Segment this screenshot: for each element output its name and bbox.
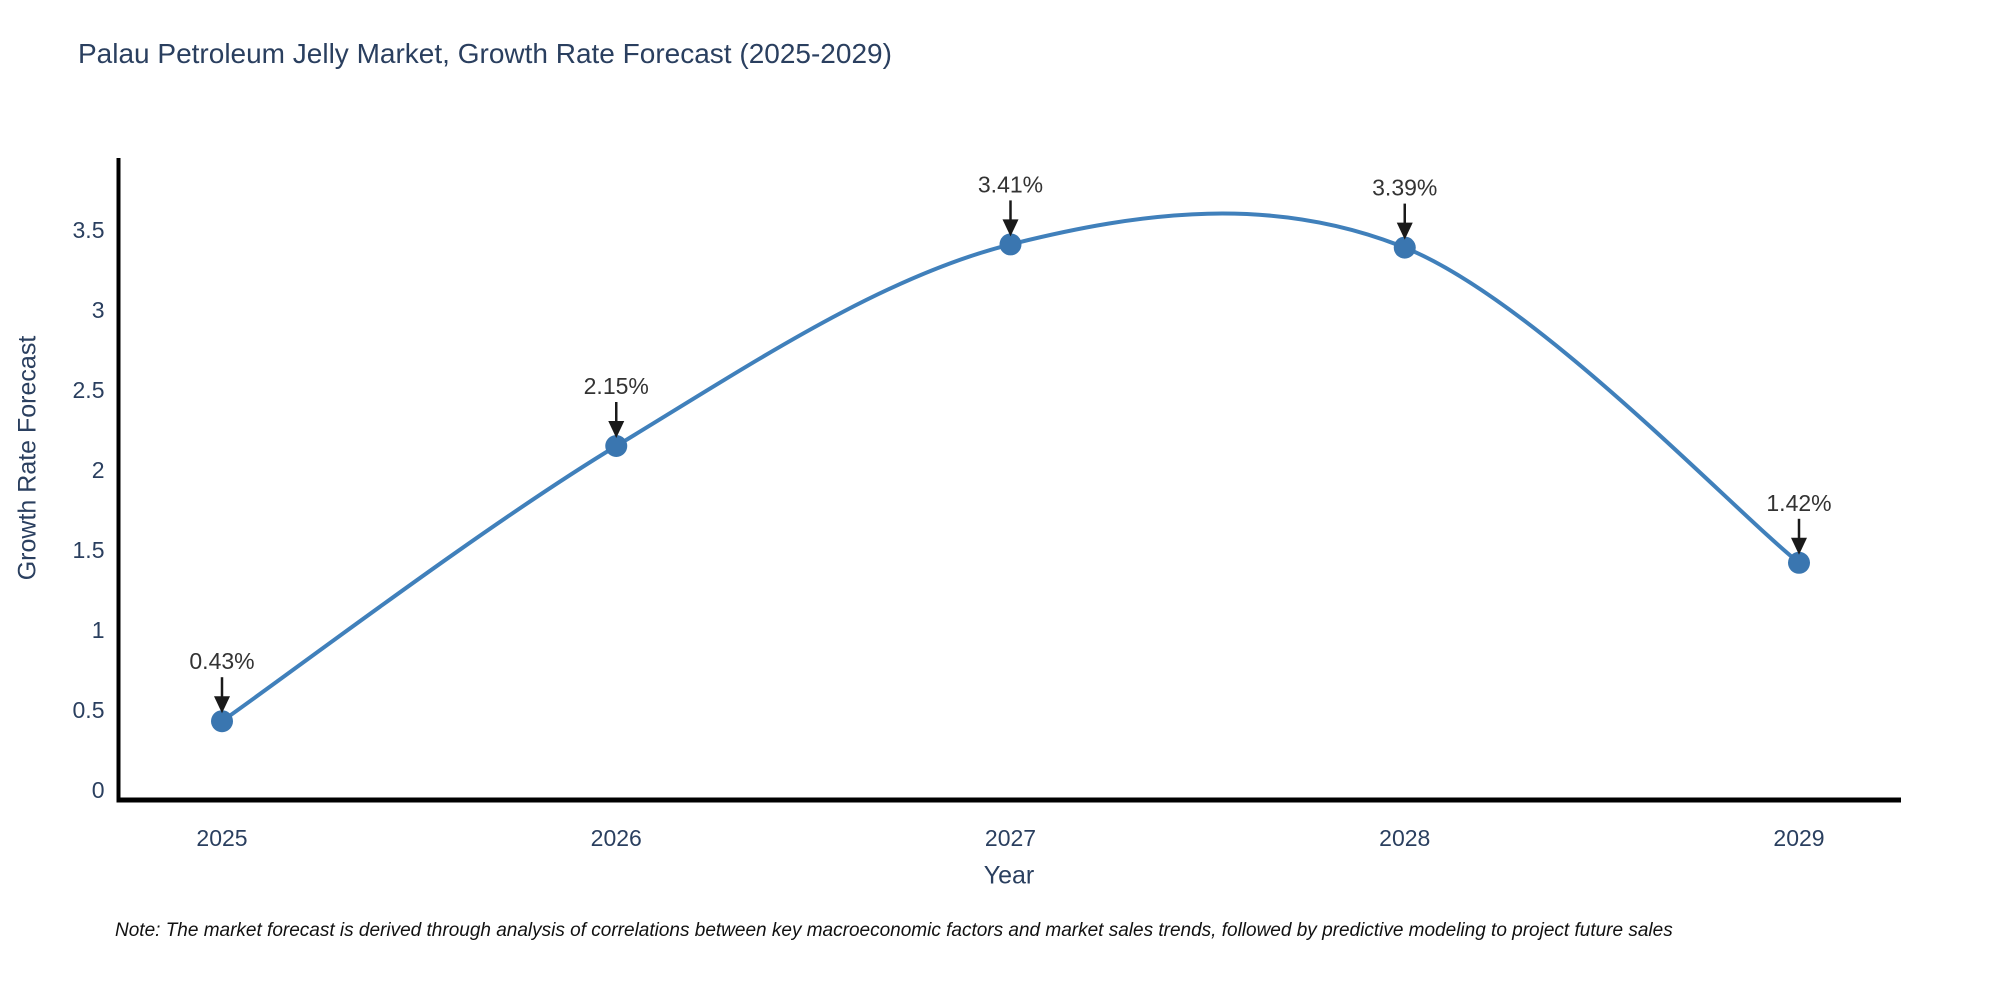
- x-tick-label: 2028: [1379, 825, 1430, 851]
- footnote: Note: The market forecast is derived thr…: [115, 920, 1673, 941]
- x-tick-label: 2029: [1773, 825, 1824, 851]
- annotation-arrowhead-2026: [608, 421, 625, 438]
- data-point-marker-2025: [211, 710, 233, 733]
- data-point-marker-2028: [1393, 236, 1416, 259]
- y-tick-label: 2.5: [73, 377, 105, 403]
- y-tick-label: 0: [92, 777, 105, 803]
- y-tick-label: 3.5: [73, 217, 105, 243]
- data-point-marker-2026: [605, 435, 628, 457]
- y-tick-label: 0.5: [73, 697, 105, 723]
- point-annotation-2027: 3.41%: [978, 171, 1043, 197]
- annotation-arrowhead-2025: [214, 696, 230, 714]
- y-tick-label: 2: [92, 457, 105, 483]
- annotation-arrowhead-2027: [1002, 219, 1019, 237]
- data-point-marker-2029: [1788, 551, 1810, 574]
- data-point-marker-2027: [999, 233, 1022, 256]
- x-axis-title: Year: [983, 861, 1035, 890]
- point-annotation-2025: 0.43%: [189, 648, 254, 674]
- x-tick-label: 2026: [591, 825, 642, 851]
- annotation-arrowhead-2028: [1396, 222, 1413, 240]
- chart-title: Palau Petroleum Jelly Market, Growth Rat…: [78, 38, 892, 69]
- point-annotation-2028: 3.39%: [1372, 175, 1437, 201]
- x-tick-label: 2027: [985, 825, 1036, 851]
- growth-rate-line: [220, 211, 1801, 724]
- x-tick-label: 2025: [196, 825, 247, 851]
- point-annotation-2029: 1.42%: [1766, 490, 1831, 516]
- annotation-arrowhead-2029: [1791, 537, 1807, 555]
- y-tick-label: 1.5: [73, 537, 105, 563]
- point-annotation-2026: 2.15%: [584, 373, 649, 399]
- y-tick-label: 3: [92, 297, 105, 323]
- y-tick-label: 1: [92, 617, 105, 643]
